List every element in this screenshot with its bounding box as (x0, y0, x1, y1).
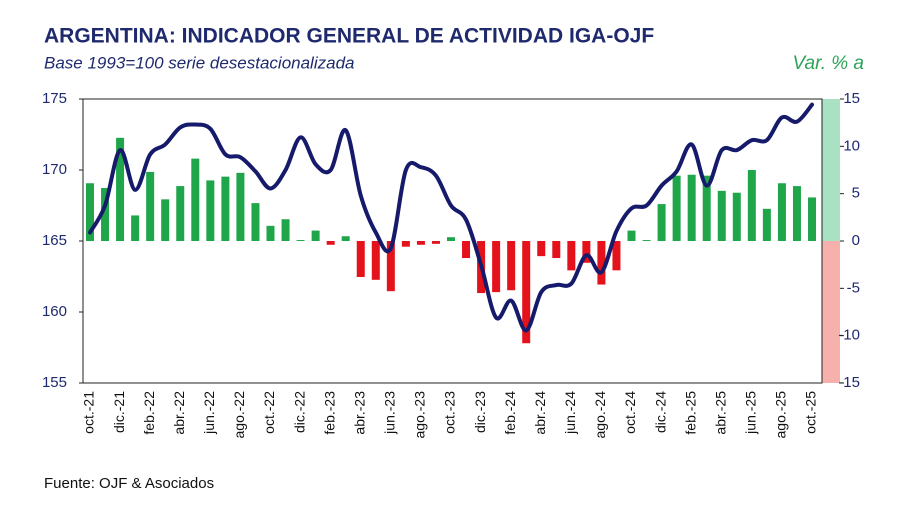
y-tick-label: 165 (42, 232, 67, 249)
bar (236, 172, 245, 241)
bar (386, 241, 395, 292)
x-tick-label: ago.-22 (231, 391, 247, 439)
bar (206, 180, 215, 241)
y2-negative-band (822, 241, 840, 383)
bar (612, 241, 621, 271)
bar (431, 241, 440, 244)
x-tick-label: jun.-23 (382, 391, 398, 435)
bar (341, 236, 350, 241)
bar (537, 241, 546, 257)
y-tick-label: 160 (42, 303, 67, 320)
y2-tick-label: 10 (843, 137, 860, 154)
bar (146, 171, 155, 241)
y2-positive-band (822, 99, 840, 241)
y2-tick-label: -10 (838, 327, 860, 344)
line-series (88, 102, 814, 333)
bar (582, 241, 591, 263)
bar (86, 183, 94, 241)
x-tick-label: dic.-22 (291, 391, 307, 433)
bar (507, 241, 516, 291)
bar (552, 241, 561, 259)
y-tick-label: 170 (42, 161, 67, 178)
bar (492, 241, 501, 293)
bar (266, 225, 275, 241)
bar (101, 187, 110, 241)
bar (672, 175, 681, 241)
bar (522, 241, 531, 344)
bar (401, 241, 410, 247)
bar (191, 158, 200, 241)
x-tick-label: jun.-25 (743, 391, 759, 435)
y2-tick-label: 5 (852, 185, 860, 202)
bar (462, 241, 471, 259)
source-note: Fuente: OJF & Asociados (44, 475, 214, 492)
bar (221, 176, 230, 241)
x-tick-label: feb.-23 (321, 391, 337, 435)
bar (717, 190, 726, 241)
x-tick-label: oct.-21 (81, 391, 97, 434)
y-tick-label: 175 (42, 90, 67, 107)
bar (371, 241, 380, 280)
bar (356, 241, 365, 277)
bar (161, 199, 170, 241)
x-tick-label: feb.-22 (141, 391, 157, 435)
bar (416, 241, 425, 245)
y2-tick-label: 0 (852, 232, 860, 249)
bar (311, 230, 320, 241)
x-tick-label: abr.-22 (171, 391, 187, 435)
x-tick-label: oct.-24 (622, 391, 638, 434)
bar (447, 237, 455, 241)
bar (762, 208, 771, 241)
bar (296, 240, 305, 241)
bar (642, 240, 651, 241)
bar (657, 204, 666, 241)
bar (702, 175, 711, 241)
bar (567, 241, 576, 271)
x-tick-label: dic.-23 (472, 391, 488, 433)
x-tick-label: ago.-23 (412, 391, 428, 439)
x-tick-label: ago.-25 (773, 391, 789, 439)
x-tick-label: feb.-24 (502, 391, 518, 435)
x-tick-label: feb.-25 (682, 391, 698, 435)
bar (281, 219, 290, 241)
bar (732, 192, 741, 241)
bar (792, 186, 801, 241)
bar (176, 186, 185, 241)
x-tick-label: jun.-24 (562, 391, 578, 435)
bar (808, 197, 816, 241)
x-tick-label: abr.-23 (351, 391, 367, 435)
x-tick-label: dic.-21 (111, 391, 127, 433)
y2-tick-label: 15 (843, 90, 860, 107)
chart-subtitle: Base 1993=100 serie desestacionalizada (44, 53, 354, 72)
bar (777, 183, 786, 241)
bar (597, 241, 606, 285)
chart-title: ARGENTINA: INDICADOR GENERAL DE ACTIVIDA… (44, 25, 654, 48)
x-tick-label: oct.-25 (803, 391, 819, 434)
x-tick-label: oct.-23 (442, 391, 458, 434)
bar (131, 215, 140, 241)
x-tick-label: abr.-25 (712, 391, 728, 435)
bar (326, 241, 335, 245)
bar (251, 203, 260, 241)
x-tick-label: abr.-24 (532, 391, 548, 435)
bar (116, 137, 125, 241)
y2-axis-label: Var. % a (793, 53, 864, 74)
y2-tick-label: -5 (847, 279, 860, 296)
bar (747, 170, 756, 241)
x-tick-label: oct.-22 (261, 391, 277, 434)
y-tick-label: 155 (42, 374, 67, 391)
x-tick-label: ago.-24 (592, 391, 608, 439)
y2-tick-label: -15 (838, 374, 860, 391)
x-tick-label: dic.-24 (652, 391, 668, 433)
bar (627, 230, 636, 241)
x-tick-label: jun.-22 (201, 391, 217, 435)
bar (687, 174, 696, 241)
